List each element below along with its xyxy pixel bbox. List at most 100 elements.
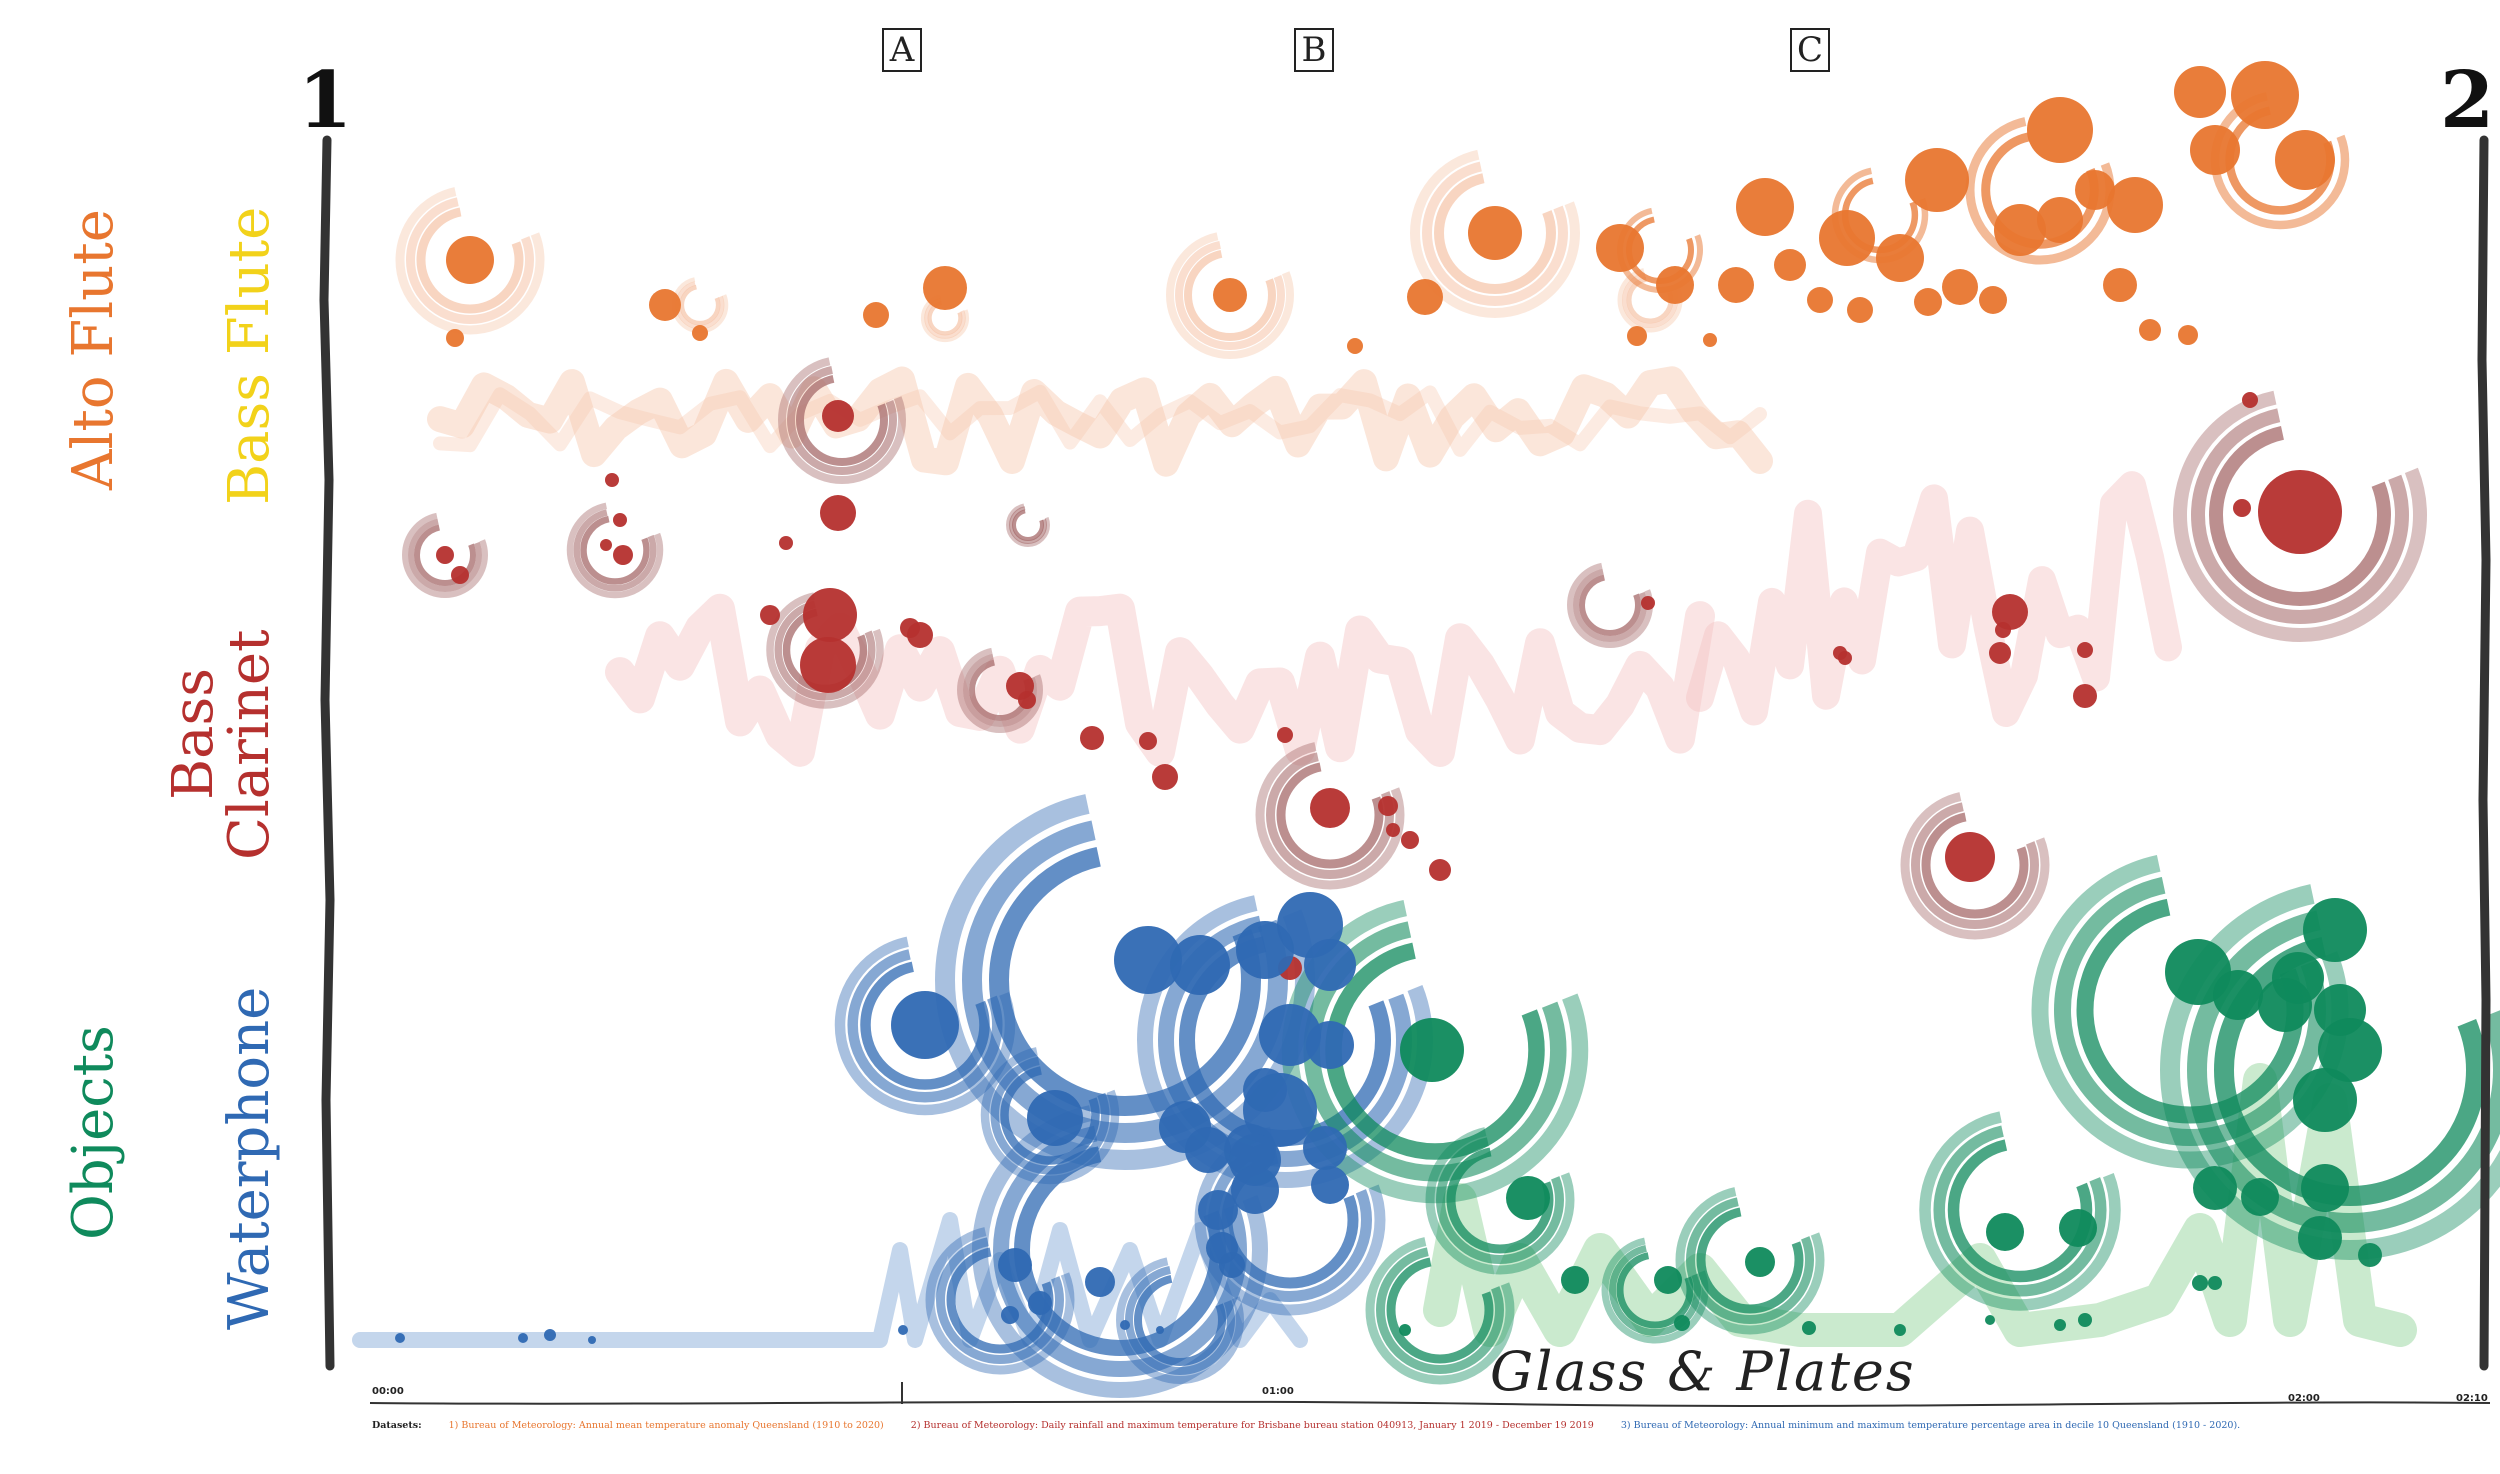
clarinet-note [451, 566, 469, 584]
datasets-heading: Datasets: [372, 1420, 422, 1431]
flute-note [446, 236, 494, 284]
flute-contour-2 [433, 384, 1767, 457]
flute-note [2037, 197, 2083, 243]
time-label-start: 00:00 [372, 1386, 404, 1397]
flute-note [2139, 319, 2161, 341]
flute-note [1213, 278, 1247, 312]
waterphone-note [1311, 1166, 1349, 1204]
objects-small-note [2054, 1319, 2066, 1331]
flute-note [1942, 269, 1978, 305]
flute-ring [1175, 240, 1285, 350]
waterphone-note [1028, 1291, 1052, 1315]
clarinet-note [1429, 859, 1451, 881]
clarinet-note [1139, 732, 1157, 750]
objects-ring [1425, 1125, 1575, 1275]
objects-note [2303, 898, 2367, 962]
flute-note [1876, 234, 1924, 282]
clarinet-note [907, 622, 933, 648]
clarinet-note [1992, 594, 2028, 630]
flute-ring [675, 280, 725, 330]
clarinet-note [436, 546, 454, 564]
waterphone-note [1306, 1021, 1354, 1069]
flute-note [2075, 170, 2115, 210]
clarinet-note [2242, 392, 2258, 408]
clarinet-note [613, 513, 627, 527]
objects-small-note [2192, 1275, 2208, 1291]
clarinet-ring [1276, 761, 1384, 869]
time-label-one-minute: 01:00 [1262, 1386, 1294, 1397]
waterphone-note [1027, 1090, 1083, 1146]
score-title: Glass & Plates [1490, 1340, 1916, 1403]
flute-ring [416, 206, 524, 314]
objects-small-note [1985, 1315, 1995, 1325]
clarinet-ring [787, 365, 897, 475]
clarinet-note [2073, 684, 2097, 708]
objects-note [2213, 970, 2263, 1020]
waterphone-note [1303, 1126, 1347, 1170]
end-barline [2477, 135, 2491, 1371]
dot-layer [395, 61, 2382, 1344]
flute-note [1468, 206, 1522, 260]
waterphone-ring [1134, 1274, 1226, 1366]
objects-note [2318, 1018, 2382, 1082]
waterphone-small-note [1120, 1320, 1130, 1330]
flute-note [2190, 125, 2240, 175]
flute-note [1847, 297, 1873, 323]
clarinet-ring [796, 374, 888, 466]
flute-note [1407, 279, 1443, 315]
objects-ring [1376, 1246, 1504, 1374]
dataset-item-3: 3) Bureau of Meteorology: Annual minimum… [1620, 1420, 2241, 1431]
start-barline [319, 135, 335, 1371]
section-start-number: 1 [298, 55, 353, 146]
rehearsal-mark-a: A [882, 28, 922, 72]
waterphone-ring [1194, 1124, 1386, 1316]
flute-note [2275, 130, 2335, 190]
waterphone-note [891, 991, 959, 1059]
flute-note [1905, 148, 1969, 212]
clarinet-note [803, 588, 857, 642]
objects-small-note [2208, 1276, 2222, 1290]
clarinet-note [760, 605, 780, 625]
flute-note [2103, 268, 2137, 302]
objects-note [2193, 1166, 2237, 1210]
objects-ring [1947, 1137, 2093, 1283]
clarinet-ring [957, 647, 1043, 733]
clarinet-note [1018, 691, 1036, 709]
flute-note [2178, 325, 2198, 345]
waterphone-small-note [395, 1333, 405, 1343]
clarinet-ring [408, 518, 482, 592]
objects-small-note [1399, 1324, 1411, 1336]
datasets-footer: Datasets: 1) Bureau of Meteorology: Annu… [372, 1420, 2264, 1431]
flute-note [1819, 210, 1875, 266]
waterphone-small-note [588, 1336, 596, 1344]
flute-note [1774, 249, 1806, 281]
time-axis [369, 1400, 2491, 1407]
clarinet-contour-2 [1686, 471, 2182, 728]
objects-ring [1933, 1123, 2107, 1297]
waterphone-note [1185, 1127, 1231, 1173]
objects-note [1561, 1266, 1589, 1294]
clarinet-ring [2173, 388, 2427, 642]
label-bass: Bass [161, 667, 226, 800]
clarinet-ring [1255, 740, 1405, 890]
flute-note [2027, 97, 2093, 163]
clarinet-note [1995, 622, 2011, 638]
label-waterphone: Waterphone [217, 986, 282, 1330]
clarinet-note [1277, 727, 1293, 743]
flute-note [2231, 61, 2299, 129]
clarinet-ring [1009, 506, 1047, 544]
objects-ring [1365, 1235, 1515, 1385]
objects-note [1400, 1018, 1464, 1082]
objects-ring [1616, 1251, 1694, 1329]
flute-ring [924, 297, 966, 339]
clarinet-note [1838, 651, 1852, 665]
clarinet-ring [1006, 503, 1050, 547]
flute-ring [1434, 172, 1556, 294]
flute-note [1627, 326, 1647, 346]
objects-ring [2187, 907, 2500, 1233]
flute-note [649, 289, 681, 321]
objects-ring [2160, 880, 2500, 1260]
clarinet-ring [402, 512, 488, 598]
objects-ring [1919, 1109, 2121, 1311]
